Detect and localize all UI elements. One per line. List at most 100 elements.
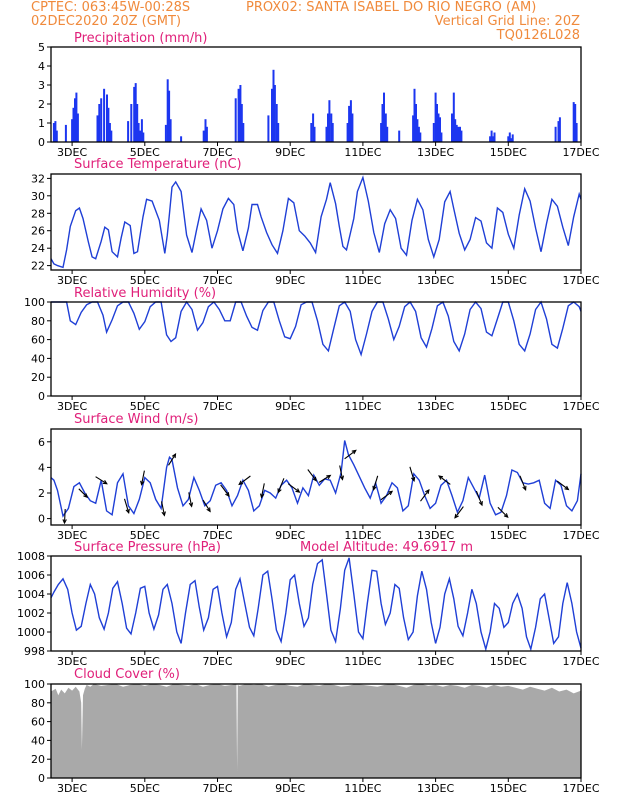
header-location-coords: CPTEC: 063:45W-00:28S xyxy=(31,0,190,15)
psurf-y-tick-label: 1004 xyxy=(17,588,45,601)
precip-bar xyxy=(380,123,383,142)
wind-arrow-head xyxy=(171,452,177,459)
precip-bar xyxy=(455,124,458,142)
cloud-y-tick-label: 0 xyxy=(38,772,45,785)
psurf-y-tick-label: 1000 xyxy=(17,626,45,639)
precip-bar xyxy=(234,98,237,142)
wind-y-tick-label: 6 xyxy=(38,436,45,449)
temp-y-tick-label: 32 xyxy=(31,172,45,185)
wind-x-tick-label: 3DEC xyxy=(57,529,87,542)
precip-bar xyxy=(313,126,316,142)
wind-arrow xyxy=(420,489,430,502)
precip-bar xyxy=(237,88,240,142)
temp-x-tick-label: 7DEC xyxy=(202,274,232,287)
wind-series-line xyxy=(50,440,582,518)
psurf-y-tick-label: 998 xyxy=(24,645,45,658)
temp-series-line xyxy=(50,175,582,269)
precip-bar xyxy=(459,126,461,142)
precip-bar xyxy=(575,123,578,142)
psurf-y-tick-label: 1002 xyxy=(17,607,45,620)
cloud-frame xyxy=(50,683,582,779)
precip-y-tick-label: 2 xyxy=(38,98,45,111)
wind-arrow-head xyxy=(388,490,394,496)
psurf-frame xyxy=(50,555,582,652)
precip-bar xyxy=(348,105,351,142)
precip-bar xyxy=(310,123,313,142)
precip-bar xyxy=(96,115,99,142)
wind-arrow xyxy=(78,488,88,498)
precip-bar xyxy=(572,102,575,142)
precip-bar xyxy=(419,132,422,142)
precip-bar xyxy=(510,138,513,142)
wind-arrow xyxy=(141,470,145,485)
psurf-x-tick-label: 11DEC xyxy=(344,655,381,668)
rh-series-line xyxy=(51,300,582,357)
wind-arrow xyxy=(519,475,527,491)
rh-x-tick-label: 17DEC xyxy=(562,400,599,413)
wind-arrow-head xyxy=(478,501,483,507)
precip-bar xyxy=(325,126,328,142)
temp-x-tick-label: 11DEC xyxy=(344,274,381,287)
precip-bar xyxy=(439,117,441,142)
precip-bar xyxy=(75,92,78,142)
precip-bar xyxy=(328,100,331,142)
temp-y-tick-label: 24 xyxy=(31,242,45,255)
relative-humidity-panel: Relative Humidity (%) 0 20 40 60 80 100 3DEC 5D… xyxy=(24,286,600,413)
psurf-x-tick-label: 17DEC xyxy=(562,655,599,668)
wind-arrow xyxy=(220,484,230,497)
precip-bar xyxy=(437,113,440,142)
cloud-cover-title: Cloud Cover (%) xyxy=(74,667,180,682)
header-init-time: 02DEC2020 20Z (GMT) xyxy=(31,14,181,29)
temp-x-tick-label: 13DEC xyxy=(417,274,454,287)
precip-bar xyxy=(267,115,270,142)
precip-bar xyxy=(204,119,207,142)
surface-temperature-title: Surface Temperature (nC) xyxy=(74,157,242,172)
precip-x-tick-label: 5DEC xyxy=(130,146,160,159)
precip-bar xyxy=(351,113,354,142)
surface-wind-title: Surface Wind (m/s) xyxy=(74,412,198,427)
precip-bar xyxy=(54,121,57,142)
precip-bar xyxy=(110,130,113,142)
psurf-series-line xyxy=(50,557,582,652)
cloud-x-tick-label: 7DEC xyxy=(202,782,232,795)
precip-bar xyxy=(202,130,205,142)
precip-bar xyxy=(349,100,352,142)
precip-bar xyxy=(574,104,577,142)
wind-x-tick-label: 7DEC xyxy=(202,529,232,542)
precip-bar xyxy=(384,113,387,142)
precip-bar xyxy=(454,119,457,142)
precip-bar xyxy=(508,132,511,142)
precip-bar xyxy=(130,104,133,142)
precip-bar xyxy=(98,104,101,142)
temp-frame xyxy=(50,173,582,271)
cloud-x-tick-label: 11DEC xyxy=(344,782,381,795)
header-vertical-grid-line: Vertical Grid Line: 20Z xyxy=(435,14,580,29)
precip-bar xyxy=(71,119,74,142)
precip-bar xyxy=(100,98,103,142)
rh-x-tick-label: 15DEC xyxy=(490,400,527,413)
wind-arrow-head xyxy=(295,488,301,493)
wind-arrow-head xyxy=(339,475,345,481)
precip-bar xyxy=(76,113,79,142)
cloud-cover-panel: Cloud Cover (%) 0 20 40 60 80 100 3DEC 5DEC 7DEC… xyxy=(24,667,600,795)
surface-temperature-panel: Surface Temperature (nC) 22 24 26 28 30 32 3DE… xyxy=(31,157,600,287)
precip-x-tick-label: 3DEC xyxy=(57,146,87,159)
wind-arrow xyxy=(454,506,464,519)
cloud-y-tick-label: 60 xyxy=(31,716,45,729)
precip-y-tick-label: 4 xyxy=(38,60,45,73)
wind-arrow-head xyxy=(438,475,444,480)
precip-bar xyxy=(136,104,139,142)
precip-bar xyxy=(330,113,333,142)
precip-y-tick-label: 3 xyxy=(38,79,45,92)
precipitation-title: Precipitation (mm/h) xyxy=(74,31,207,46)
model-altitude-annotation: Model Altitude: 49.6917 m xyxy=(300,540,473,555)
precip-y-tick-label: 0 xyxy=(38,136,45,149)
precip-bar xyxy=(327,113,329,142)
temp-x-tick-label: 5DEC xyxy=(130,274,160,287)
wind-y-tick-label: 0 xyxy=(38,513,45,526)
precip-bar xyxy=(492,136,494,142)
wind-arrow-head xyxy=(125,508,130,515)
precip-x-tick-label: 9DEC xyxy=(275,146,305,159)
precip-bar xyxy=(415,104,417,142)
